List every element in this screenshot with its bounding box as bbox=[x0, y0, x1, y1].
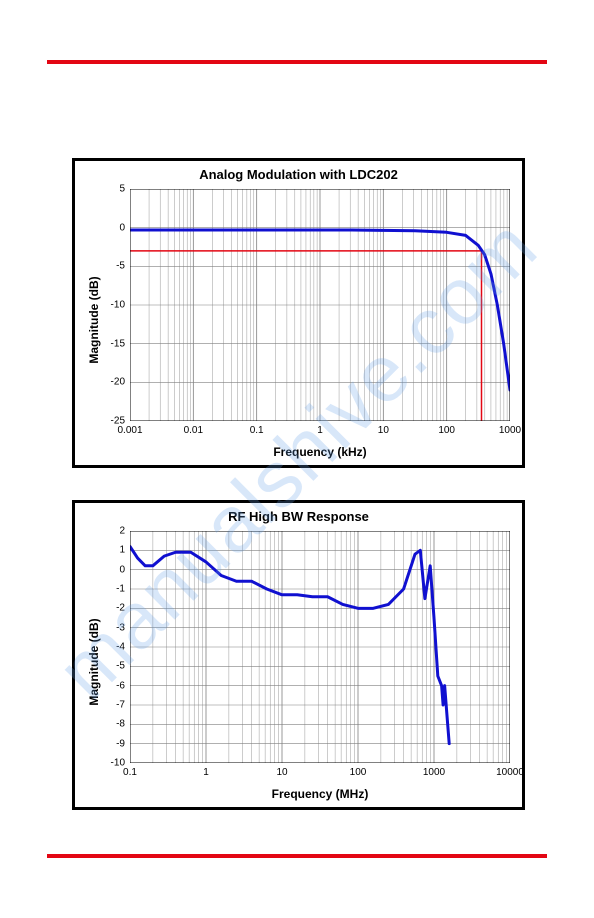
chart2-ylabel-wrap: Magnitude (dB) bbox=[79, 503, 95, 807]
header-rule bbox=[47, 60, 547, 64]
chart2-plot bbox=[130, 531, 510, 763]
chart1-plot bbox=[130, 189, 510, 421]
chart1-title: Analog Modulation with LDC202 bbox=[75, 167, 522, 182]
chart2-svg bbox=[130, 531, 510, 763]
chart-analog-modulation: Analog Modulation with LDC202 Magnitude … bbox=[72, 158, 525, 468]
chart1-svg bbox=[130, 189, 510, 421]
chart-rf-high-bw: RF High BW Response Magnitude (dB) Frequ… bbox=[72, 500, 525, 810]
chart1-ylabel: Magnitude (dB) bbox=[87, 270, 101, 370]
page: manualshive.com Analog Modulation with L… bbox=[0, 0, 594, 918]
footer-rule bbox=[47, 854, 547, 858]
chart2-title: RF High BW Response bbox=[75, 509, 522, 524]
chart1-ylabel-wrap: Magnitude (dB) bbox=[79, 161, 95, 465]
chart1-xlabel: Frequency (kHz) bbox=[130, 445, 510, 459]
chart2-xlabel: Frequency (MHz) bbox=[130, 787, 510, 801]
